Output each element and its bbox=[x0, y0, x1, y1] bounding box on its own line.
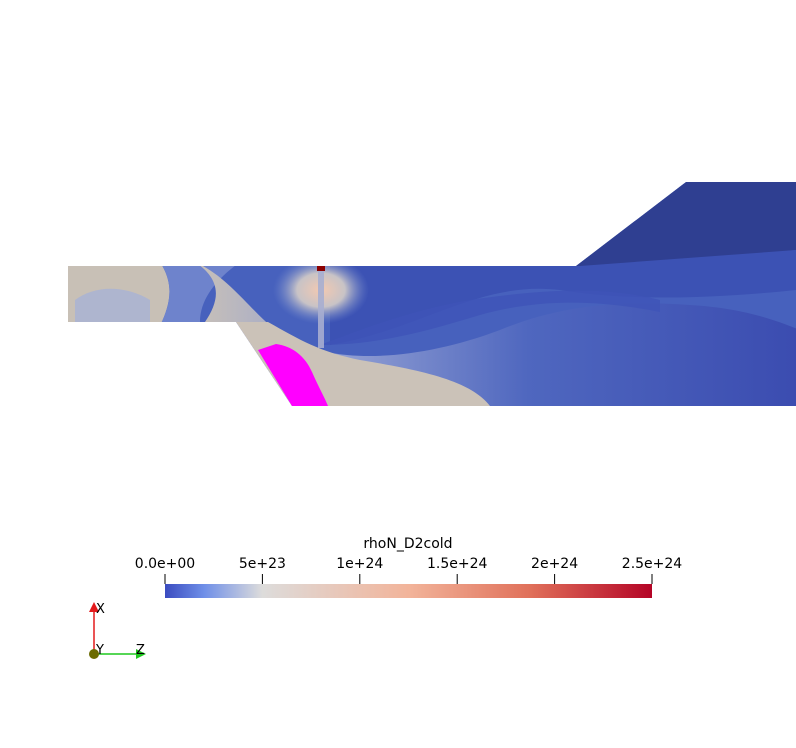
colorbar-title: rhoN_D2cold bbox=[363, 536, 452, 552]
upper-deep-region bbox=[560, 182, 796, 270]
y-axis-label: Y bbox=[95, 643, 104, 658]
z-axis-label: Z bbox=[136, 643, 145, 658]
probe-beam bbox=[318, 270, 324, 348]
color-legend: rhoN_D2cold 0.0e+00 5e+23 1e+24 1.5e+24 2e+2… bbox=[135, 536, 683, 598]
colorbar-gradient bbox=[165, 584, 652, 598]
upper-channel-region bbox=[330, 250, 796, 345]
inlet-blue-patch bbox=[75, 288, 150, 322]
colorbar-tick-label: 0.0e+00 bbox=[135, 556, 195, 572]
highlight-region[interactable] bbox=[258, 344, 328, 406]
x-axis-arrowhead bbox=[89, 602, 99, 612]
orientation-axes[interactable]: X Z Y bbox=[89, 602, 146, 659]
channel-dip bbox=[320, 290, 660, 345]
colorbar-tick-label: 2e+24 bbox=[531, 556, 578, 572]
mesh-domain[interactable] bbox=[60, 175, 796, 410]
colorbar-tick-label: 2.5e+24 bbox=[622, 556, 683, 572]
x-axis-label: X bbox=[96, 602, 105, 617]
probe-hotspot bbox=[317, 265, 325, 271]
colorbar-tick-label: 5e+23 bbox=[239, 556, 286, 572]
z-axis-arrowhead bbox=[136, 649, 146, 659]
y-axis-dot bbox=[89, 649, 99, 659]
colorbar-tick-label: 1e+24 bbox=[336, 556, 383, 572]
colorbar-ticks: 0.0e+00 5e+23 1e+24 1.5e+24 2e+24 2.5e+24 bbox=[135, 556, 683, 584]
colorbar-tick-label: 1.5e+24 bbox=[427, 556, 488, 572]
